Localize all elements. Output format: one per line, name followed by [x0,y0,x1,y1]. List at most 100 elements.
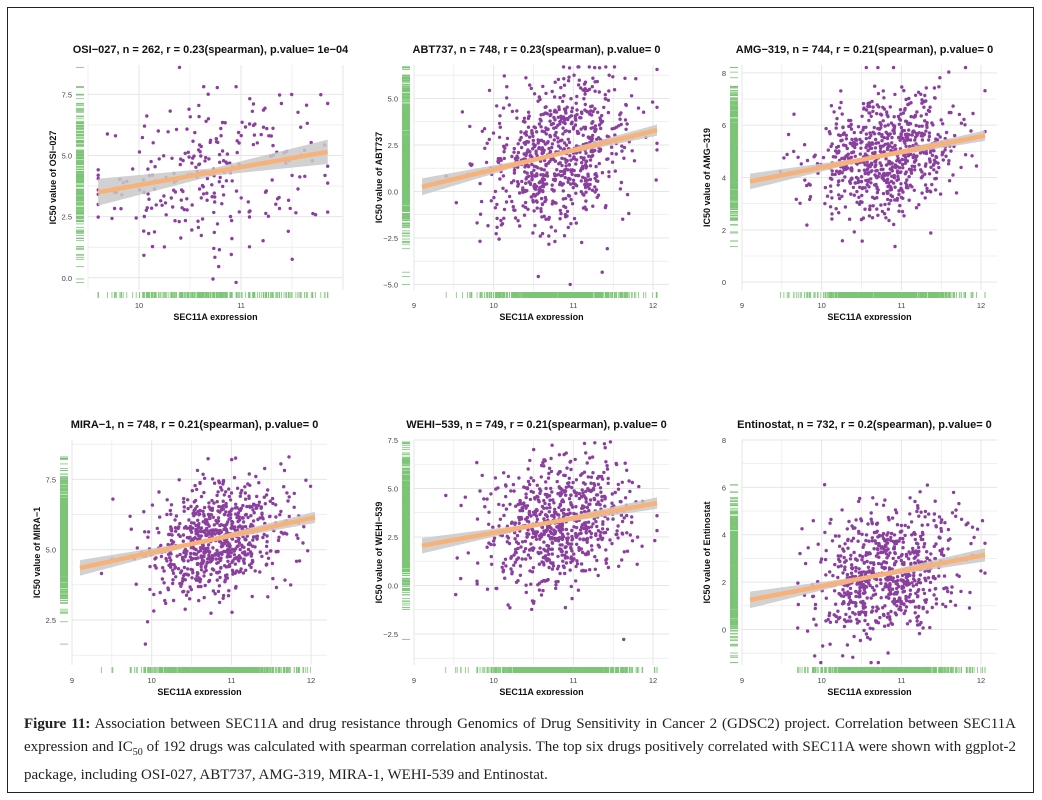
data-point [885,110,889,114]
data-point [881,89,885,93]
data-point [847,124,851,129]
data-point [578,169,583,173]
data-point [532,193,537,197]
data-point [630,149,634,153]
data-point [938,192,943,196]
data-point [908,183,912,187]
data-point [897,135,901,140]
data-point [154,203,158,207]
data-point [927,134,932,139]
data-point [454,201,458,205]
data-point [907,198,911,202]
data-point [879,163,883,168]
data-point [548,109,552,113]
data-point [570,172,574,177]
data-point [142,253,146,257]
data-point [849,192,853,196]
data-point [593,65,597,70]
data-point [785,152,789,157]
data-point [917,163,921,167]
data-point [914,206,919,210]
data-point [251,123,256,128]
x-tick-label: 12 [649,301,657,310]
data-point [561,99,565,104]
data-point [590,136,594,141]
data-point [303,174,307,178]
data-point [913,135,918,139]
data-point [552,110,557,114]
data-point [812,155,816,159]
data-point [927,138,931,142]
data-point [607,89,611,93]
data-point [545,127,549,132]
data-point [504,200,509,204]
data-point [927,172,932,176]
data-point [632,159,637,163]
data-point [567,75,571,79]
data-point [554,130,558,135]
data-point [197,187,202,191]
data-point [299,125,303,129]
data-point [541,189,545,193]
data-point [613,169,617,173]
data-point [908,138,913,142]
data-point [600,171,605,175]
data-point [974,164,979,168]
rug-marks [402,66,658,298]
data-point [849,127,854,131]
data-point [855,189,859,194]
y-tick-label: 2.5 [62,213,72,222]
data-point [840,194,844,198]
data-point [564,164,568,168]
data-point [561,65,566,69]
data-point [569,182,573,186]
y-tick-label: 0.0 [388,187,398,196]
data-point [164,213,168,217]
plot-title: OSI−027, n = 262, r = 0.23(spearman), p.… [73,44,349,56]
data-point [881,119,885,123]
data-point [898,108,903,112]
x-axis-label: SEC11A expression [173,312,257,320]
data-point [524,130,528,134]
data-point [850,176,854,180]
data-point [552,115,556,120]
data-point [524,177,528,181]
data-point [867,101,872,105]
data-point [548,149,553,154]
data-point [932,96,937,100]
y-axis-label: IC50 value of OSI−027 [48,131,58,225]
data-point [953,133,957,138]
data-point [869,114,873,119]
data-point [903,161,908,165]
data-point [853,154,857,158]
data-point [941,158,945,162]
data-point [884,216,888,220]
data-point [876,65,880,70]
data-point [570,202,575,206]
data-point [509,181,514,185]
data-point [286,229,290,233]
data-point [200,217,205,221]
data-point [521,186,525,190]
data-point [836,179,841,184]
data-point [929,190,933,194]
data-point [915,110,919,114]
data-point [577,65,581,69]
data-point [867,111,871,115]
data-point [513,208,517,212]
data-point [908,122,913,126]
data-point [146,192,150,196]
data-point [853,181,857,185]
data-point [567,176,571,181]
data-point [553,229,558,233]
data-point [142,214,146,219]
x-tick-label: 10 [135,301,143,310]
data-point [550,187,554,192]
data-point [468,124,472,129]
data-point [593,89,597,93]
data-point [177,65,182,70]
data-point [170,156,174,160]
data-point [140,135,145,140]
data-point [796,155,800,159]
data-point [603,97,607,101]
